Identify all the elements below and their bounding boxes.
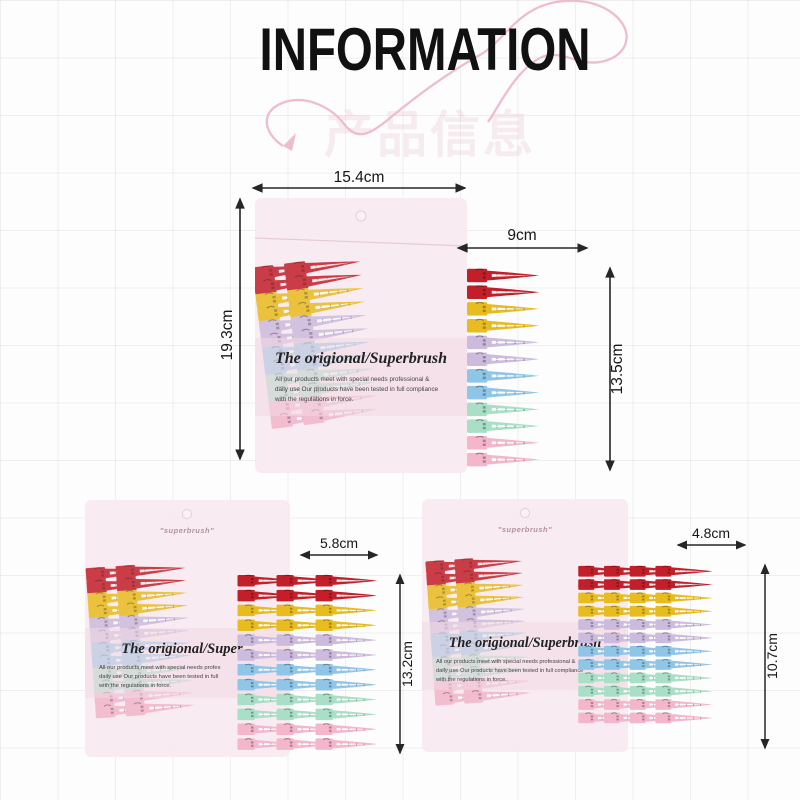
svg-text:daily use Our products have be: daily use Our products have been tested …: [436, 668, 583, 674]
svg-text:"superbrush": "superbrush": [160, 526, 214, 535]
svg-text:All our products meet with spe: All our products meet with special needs…: [275, 376, 430, 383]
svg-text:daily use Our products have be: daily use Our products have been tested …: [99, 674, 218, 680]
svg-text:"superbrush": "superbrush": [498, 525, 552, 534]
svg-text:with the regulations in force.: with the regulations in force.: [435, 677, 507, 683]
svg-text:All our products meet with spe: All our products meet with special needs…: [436, 659, 576, 665]
svg-text:The origional/Super: The origional/Super: [121, 641, 243, 657]
svg-text:with the regulations in force.: with the regulations in force.: [98, 683, 172, 689]
svg-text:All our products meet with spe: All our products meet with special needs…: [99, 665, 221, 671]
svg-text:with the regulations in force.: with the regulations in force.: [274, 396, 354, 403]
svg-text:The origional/Superbrush: The origional/Superbrush: [275, 350, 447, 367]
svg-text:daily use Our products have be: daily use Our products have been tested …: [275, 386, 439, 393]
